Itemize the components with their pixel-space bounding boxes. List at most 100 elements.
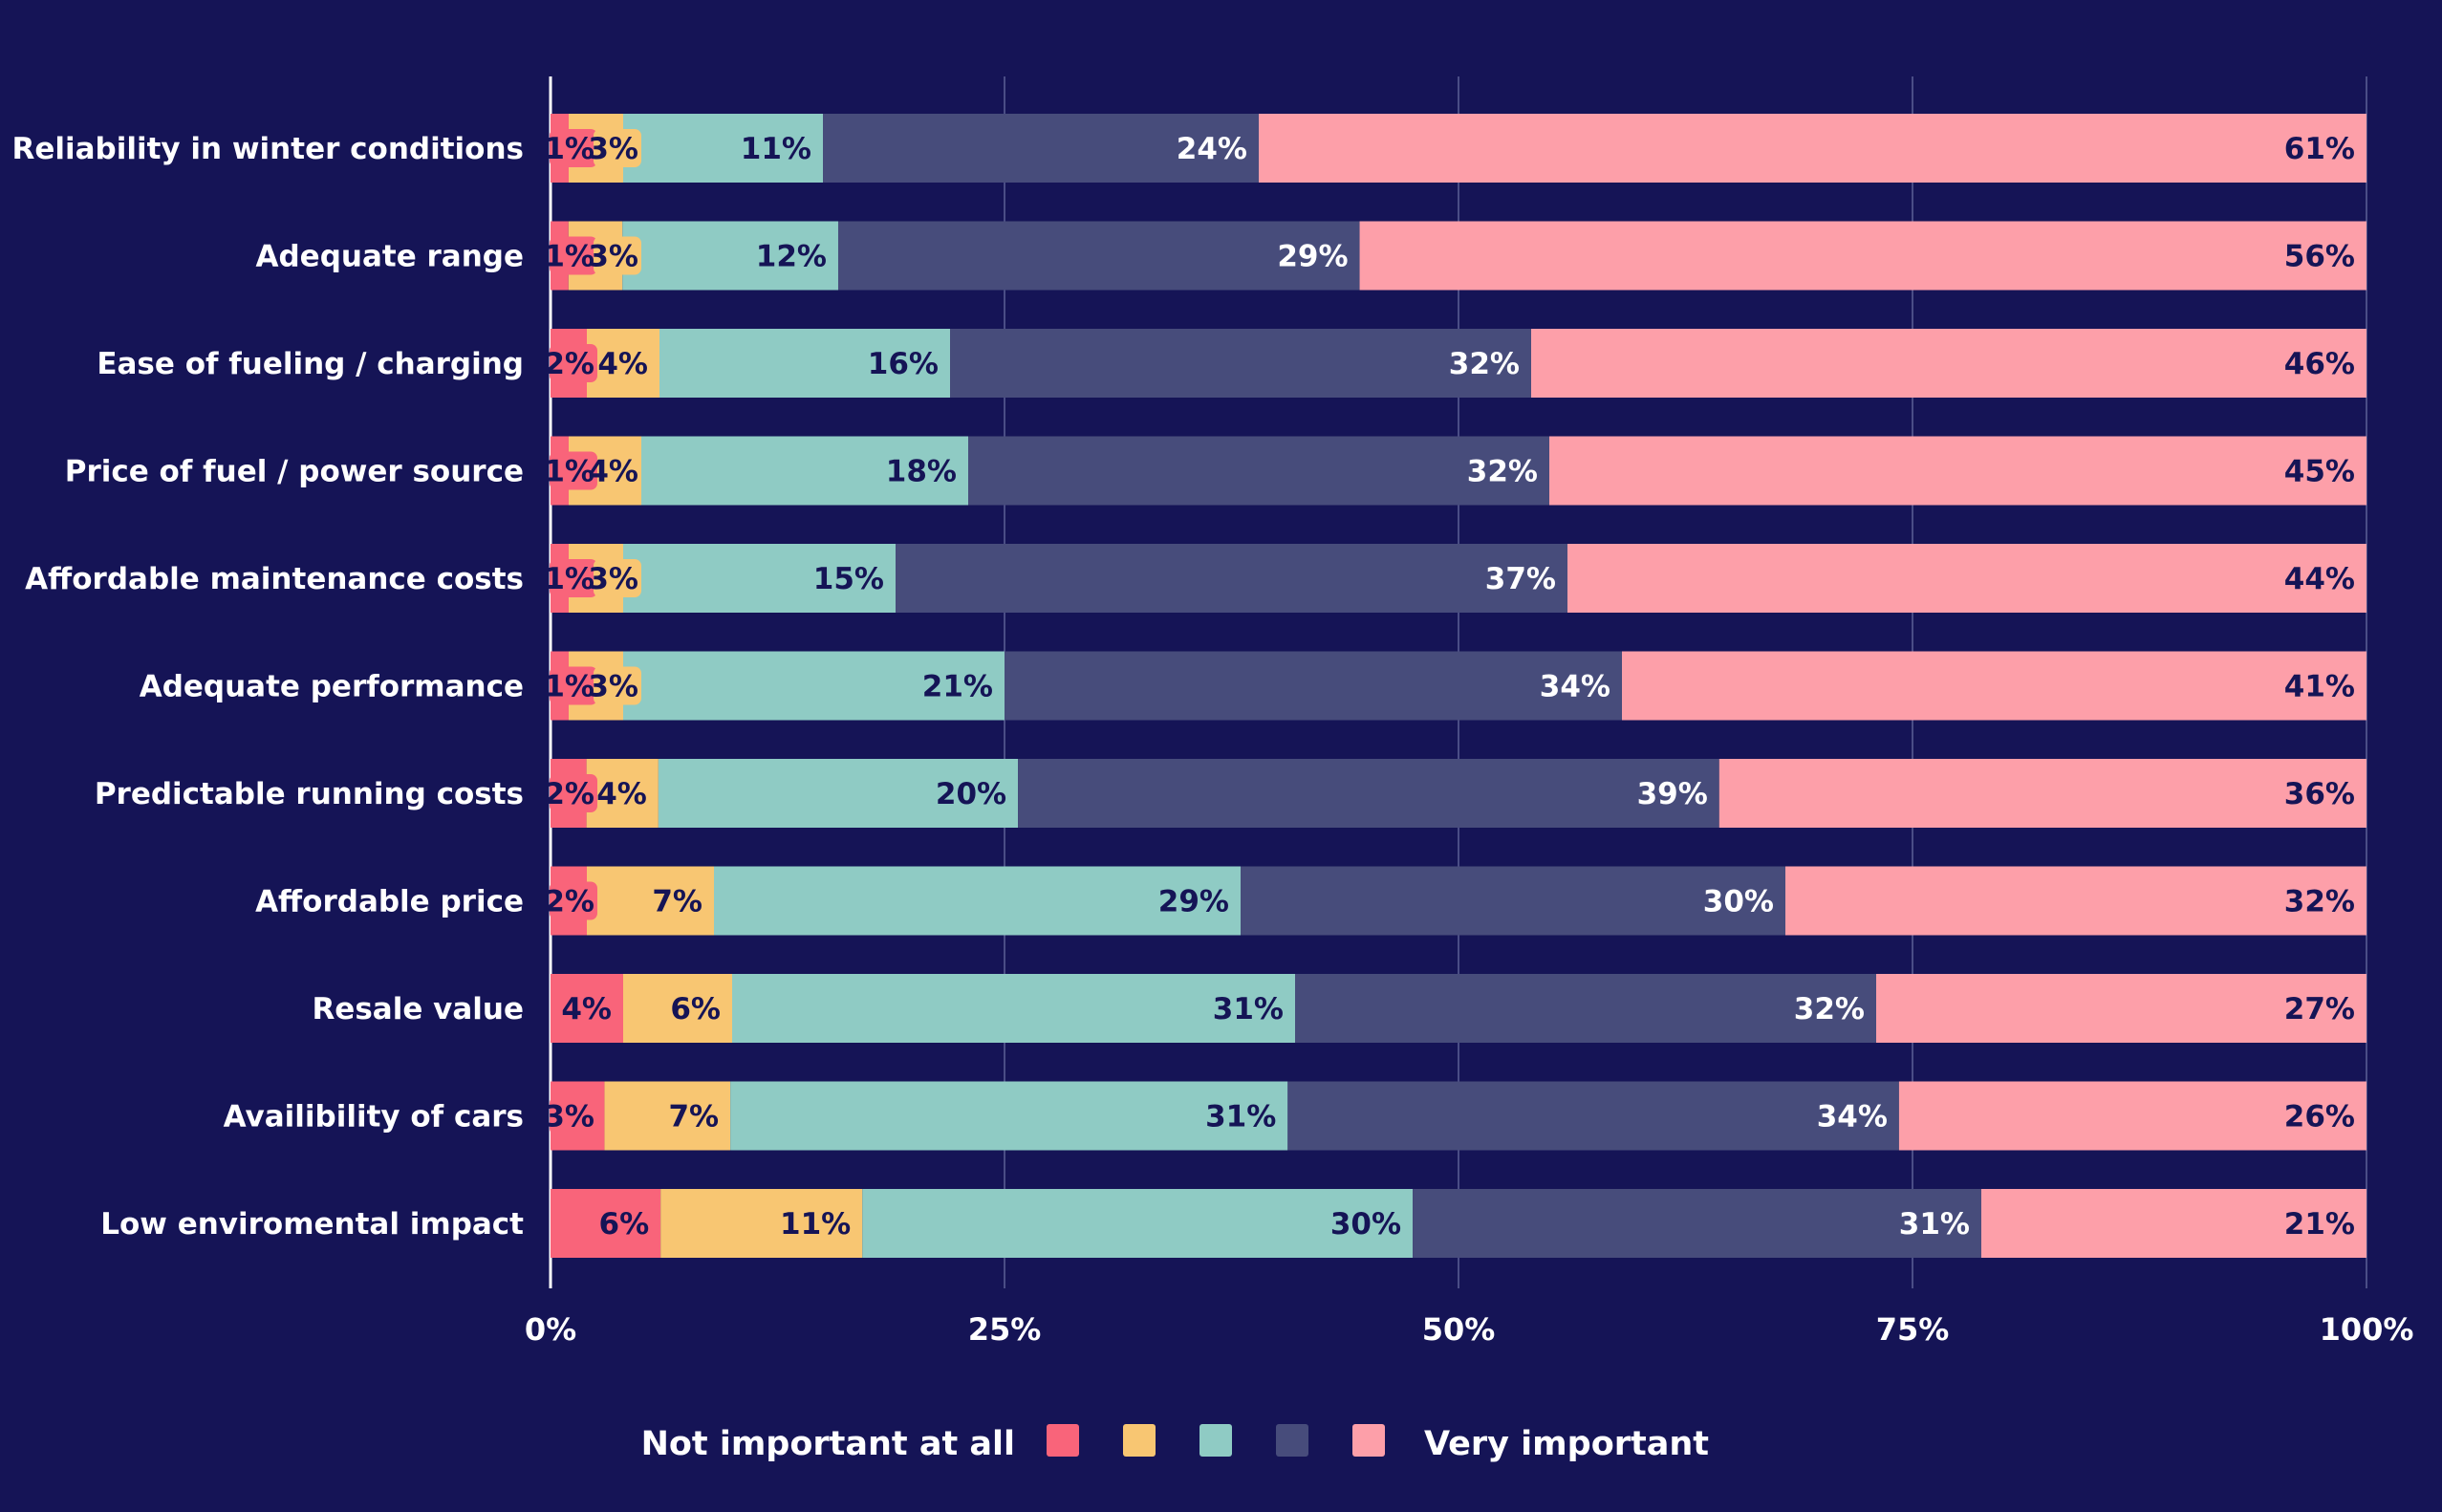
value-label: 32% (2284, 885, 2355, 919)
value-label: 21% (2284, 1207, 2355, 1242)
value-label: 61% (2284, 132, 2355, 166)
value-label: 7% (668, 1100, 719, 1134)
bar-row: 2% 7% 29% 30% 32% (544, 866, 2366, 936)
value-label-pill (550, 1096, 597, 1135)
bar-segment (551, 1189, 661, 1258)
bar-segment (732, 974, 1295, 1043)
value-label-pill (594, 666, 641, 705)
value-label: 31% (1899, 1207, 1970, 1242)
bar-segment (950, 329, 1531, 398)
bar-segment (1413, 1189, 1981, 1258)
category-label: Availibility of cars (224, 1100, 524, 1134)
value-label: 12% (756, 240, 827, 274)
value-label-pill (550, 344, 597, 382)
bar-segment (1359, 221, 2366, 291)
value-label: 3% (588, 240, 638, 274)
value-label: 6% (599, 1207, 650, 1242)
value-label: 29% (1277, 240, 1348, 274)
value-label: 30% (1330, 1207, 1401, 1242)
value-label: 3% (588, 562, 638, 596)
bar-segment (586, 759, 659, 828)
category-label: Adequate range (255, 240, 524, 274)
bar-segment (587, 866, 714, 936)
x-tick-label: 0% (525, 1311, 576, 1348)
bar-segment (1718, 759, 2366, 828)
bar-segment (1549, 436, 2366, 506)
bar-segment (1898, 1081, 2366, 1151)
value-label: 3% (544, 1100, 594, 1134)
bar-segment (896, 544, 1567, 613)
bar-segment (714, 866, 1241, 936)
value-label: 31% (1205, 1100, 1276, 1134)
bar-segment (862, 1189, 1414, 1258)
bar-row: 1%3% 21% 34% 41% (544, 651, 2366, 721)
bar-segment (1259, 114, 2366, 183)
legend-swatch (1352, 1424, 1385, 1457)
value-label: 27% (2284, 992, 2355, 1026)
bar-row: 6% 11% 30% 31% 21% (551, 1189, 2366, 1258)
bar-segment (730, 1081, 1288, 1151)
value-label: 20% (936, 777, 1006, 811)
value-label: 26% (2284, 1100, 2355, 1134)
bar-segment (1876, 974, 2366, 1043)
value-label: 34% (1817, 1100, 1888, 1134)
bar-row: 1%3% 11% 24% 61% (544, 114, 2366, 183)
value-label: 41% (2284, 670, 2355, 704)
legend-left-label: Not important at all (641, 1425, 1015, 1463)
legend-swatch (1047, 1424, 1079, 1457)
bar-segment (1622, 651, 2366, 721)
x-tick-label: 50% (1422, 1311, 1496, 1348)
value-label: 4% (596, 777, 647, 811)
x-tick-label: 100% (2320, 1311, 2414, 1348)
value-label: 34% (1540, 670, 1610, 704)
value-label-pill (550, 774, 597, 812)
bar-segment (660, 1189, 863, 1258)
value-label: 1% (544, 455, 594, 489)
legend-right-label: Very important (1424, 1425, 1709, 1463)
bars: 1%3% 11% 24% 61%1%3% 12% 29% 56%2% 4% 16% 32% 46%1… (544, 114, 2366, 1258)
value-label: 2% (544, 777, 594, 811)
value-label: 56% (2284, 240, 2355, 274)
legend-swatch (1123, 1424, 1156, 1457)
value-label: 11% (780, 1207, 851, 1242)
value-label-pill (550, 666, 597, 705)
bar-row: 4% 6% 31% 32% 27% (551, 974, 2366, 1043)
value-label: 11% (741, 132, 811, 166)
value-label-pill (594, 129, 641, 167)
value-label: 44% (2284, 562, 2355, 596)
value-label: 18% (886, 455, 957, 489)
bar-segment (622, 221, 838, 291)
category-label: Affordable price (255, 885, 524, 919)
value-label: 1% (544, 132, 594, 166)
legend-swatches (1047, 1424, 1385, 1457)
bar-row: 2% 4% 16% 32% 46% (544, 329, 2366, 398)
value-label-pill (550, 451, 597, 490)
bar-segment (1287, 1081, 1899, 1151)
bar-segment (623, 114, 823, 183)
bar-row: 3% 7% 31% 34% 26% (544, 1081, 2366, 1151)
value-label-pill (550, 559, 597, 597)
value-label: 15% (813, 562, 884, 596)
x-tick-label: 25% (968, 1311, 1042, 1348)
value-label: 4% (597, 347, 648, 381)
bar-segment (623, 974, 732, 1043)
bar-segment (587, 329, 659, 398)
bar-segment (604, 1081, 731, 1151)
value-label: 2% (544, 347, 594, 381)
value-label: 1% (544, 562, 594, 596)
legend-swatch (1276, 1424, 1308, 1457)
bar-row: 1%4% 18% 32% 45% (544, 436, 2366, 506)
value-label: 1% (544, 240, 594, 274)
category-label: Price of fuel / power source (65, 455, 524, 489)
value-label-pill (594, 236, 641, 275)
value-label: 37% (1485, 562, 1556, 596)
category-label: Resale value (312, 992, 524, 1026)
legend: Not important at all Very important (641, 1424, 1709, 1463)
value-label: 4% (561, 992, 612, 1026)
value-label-pill (550, 881, 597, 920)
value-label: 36% (2284, 777, 2355, 811)
bar-segment (551, 974, 623, 1043)
bar-row: 2% 4% 20% 39% 36% (544, 759, 2366, 828)
bar-segment (1295, 974, 1876, 1043)
